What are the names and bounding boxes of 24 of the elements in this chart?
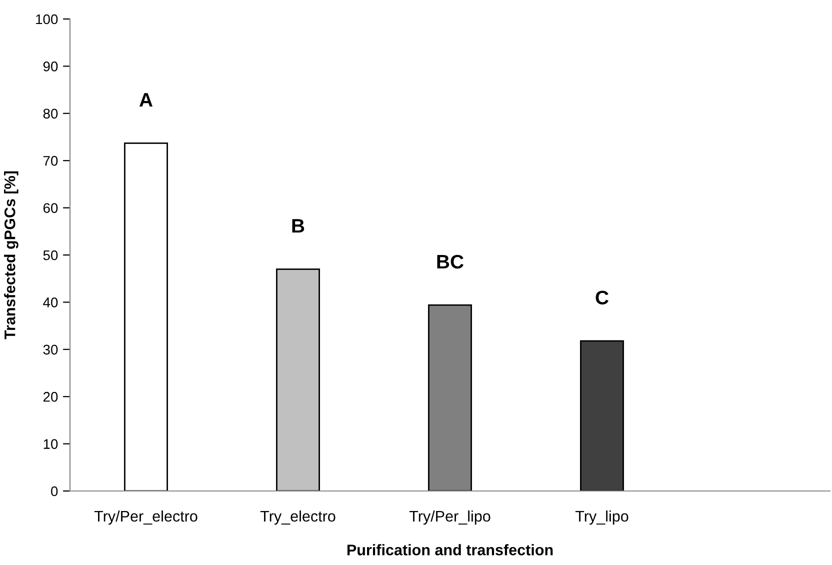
annotation: A [139,93,153,106]
annotation: BC [437,254,464,269]
x-axis-title: Purification and transfection [347,544,553,556]
y-tick-label: 70 [43,156,58,166]
annotation: C [596,290,608,304]
x-tick-label: Try_electro [260,510,336,525]
bar [580,340,624,491]
y-tick-label: 60 [43,203,58,213]
x-tick-label: Try_lipo [575,510,628,525]
y-tick-label: 10 [44,439,58,449]
y-tick-label: 50 [43,250,58,260]
y-tick-label: 100 [36,14,58,24]
y-tick-label: 30 [43,344,58,355]
y-tick-label: 40 [43,298,58,308]
y-tick-label: 90 [43,62,58,72]
y-axis-title: Transfected gPGCs [%] [4,171,18,340]
bar [276,268,320,491]
y-tick-label: 20 [43,392,58,402]
y-tick-label: 80 [43,108,58,119]
bar [124,142,168,491]
x-tick-label: Try/Per_electro [94,510,198,525]
annotation: B [292,219,304,233]
y-tick-label: 0 [51,486,58,496]
x-tick-label: Try/Per_lipo [409,510,490,525]
